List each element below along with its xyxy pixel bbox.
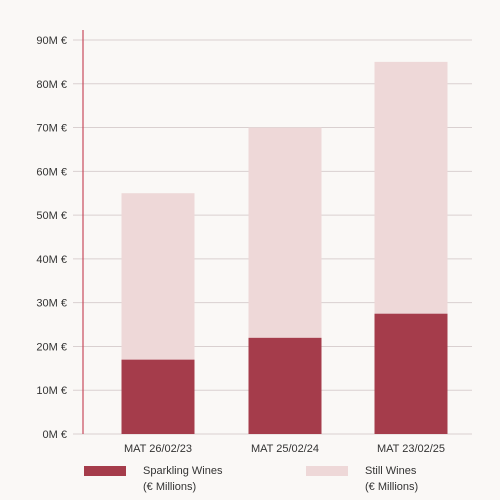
- y-tick-label: 90M €: [36, 35, 67, 47]
- y-tick-label: 50M €: [36, 210, 67, 222]
- bar-still-3: [374, 61, 448, 314]
- legend-swatch: [306, 466, 348, 476]
- y-tick-label: 30M €: [36, 298, 67, 310]
- y-tick-label: 60M €: [36, 166, 67, 178]
- x-tick-label: MAT 25/02/24: [251, 443, 319, 455]
- legend-sublabel: (€ Millions): [143, 481, 196, 493]
- legend-label: Sparkling Wines: [143, 465, 223, 477]
- y-tick-labels: 0M € 10M € 20M € 30M € 40M € 50M € 60M € 70M € 8…: [36, 35, 67, 441]
- legend-swatch: [84, 466, 126, 476]
- bar-still-2: [248, 127, 322, 338]
- y-tick-label: 40M €: [36, 254, 67, 266]
- legend-label: Still Wines: [365, 465, 417, 477]
- bars: [121, 61, 448, 434]
- y-tick-label: 10M €: [36, 385, 67, 397]
- bar-sparkling-3: [374, 313, 448, 434]
- y-tick-label: 0M €: [43, 429, 67, 441]
- y-tick-label: 80M €: [36, 79, 67, 91]
- x-tick-label: MAT 23/02/25: [377, 443, 445, 455]
- legend-sublabel: (€ Millions): [365, 481, 418, 493]
- bar-sparkling-1: [121, 359, 195, 434]
- bar-still-1: [121, 193, 195, 360]
- legend: Sparkling Wines (€ Millions) Still Wines (€…: [84, 465, 418, 493]
- x-tick-label: MAT 26/02/23: [124, 443, 192, 455]
- y-tick-label: 70M €: [36, 123, 67, 135]
- x-tick-labels: MAT 26/02/23 MAT 25/02/24 MAT 23/02/25: [124, 443, 445, 455]
- bar-sparkling-2: [248, 337, 322, 434]
- y-tick-label: 20M €: [36, 341, 67, 353]
